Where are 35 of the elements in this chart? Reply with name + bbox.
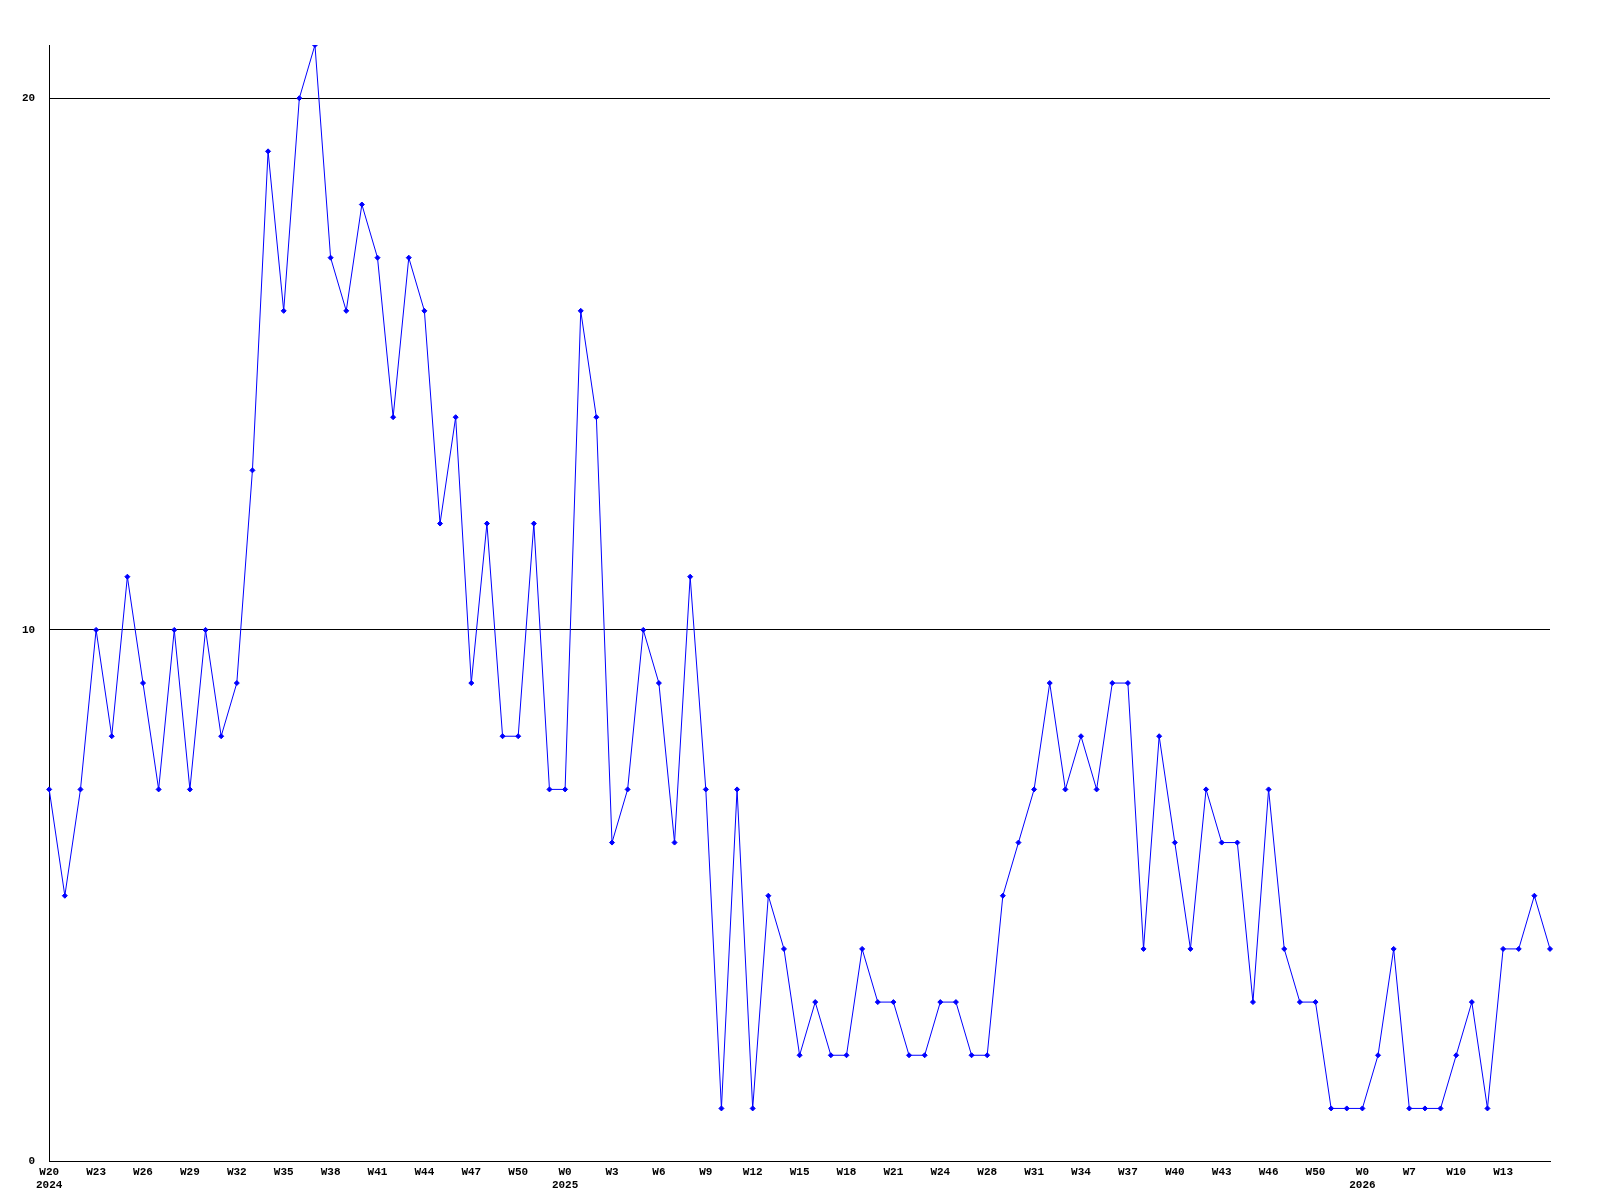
x-tick-label: W50	[1305, 1165, 1326, 1178]
x-tick-label: W41	[367, 1165, 388, 1178]
x-tick-label: W29	[180, 1165, 200, 1178]
x-tick-label: W47	[461, 1165, 482, 1178]
x-tick-label: W31	[1024, 1165, 1045, 1178]
x-tick-label: W40	[1164, 1165, 1185, 1178]
x-tick-label: W10	[1446, 1165, 1467, 1178]
x-tick-label: W18	[836, 1165, 857, 1178]
x-tick-label: W7	[1402, 1165, 1416, 1178]
x-tick-label: W12	[742, 1165, 763, 1178]
x-tick-label: W43	[1211, 1165, 1232, 1178]
x-tick-label: W24	[930, 1165, 951, 1178]
x-tick-label: W38	[320, 1165, 341, 1178]
x-tick-label: W26	[133, 1165, 153, 1178]
x-tick-label: W23	[86, 1165, 107, 1178]
x-tick-label: W34	[1071, 1165, 1092, 1178]
x-tick-label: W13	[1493, 1165, 1514, 1178]
x-tick-label: W9	[699, 1165, 713, 1178]
x-tick-label: W0 2025	[551, 1165, 579, 1192]
y-tick-label: 0	[28, 1155, 36, 1168]
x-tick-label: W0 2026	[1349, 1165, 1376, 1192]
x-tick-label: W32	[226, 1165, 247, 1178]
x-tick-label: W28	[977, 1165, 998, 1178]
x-tick-label: W6	[652, 1165, 666, 1178]
x-tick-label: W15	[789, 1165, 810, 1178]
x-tick-label: W3	[605, 1165, 619, 1178]
x-tick-label: W20 2024	[36, 1165, 63, 1192]
x-tick-label: W35	[273, 1165, 294, 1178]
x-tick-label: W50	[508, 1165, 529, 1178]
y-tick-label: 20	[22, 91, 36, 104]
x-tick-label: W37	[1117, 1165, 1138, 1178]
y-tick-label: 10	[22, 623, 36, 636]
x-tick-label: W21	[883, 1165, 904, 1178]
x-tick-label: W44	[414, 1165, 435, 1178]
x-tick-label: W46	[1258, 1165, 1279, 1178]
